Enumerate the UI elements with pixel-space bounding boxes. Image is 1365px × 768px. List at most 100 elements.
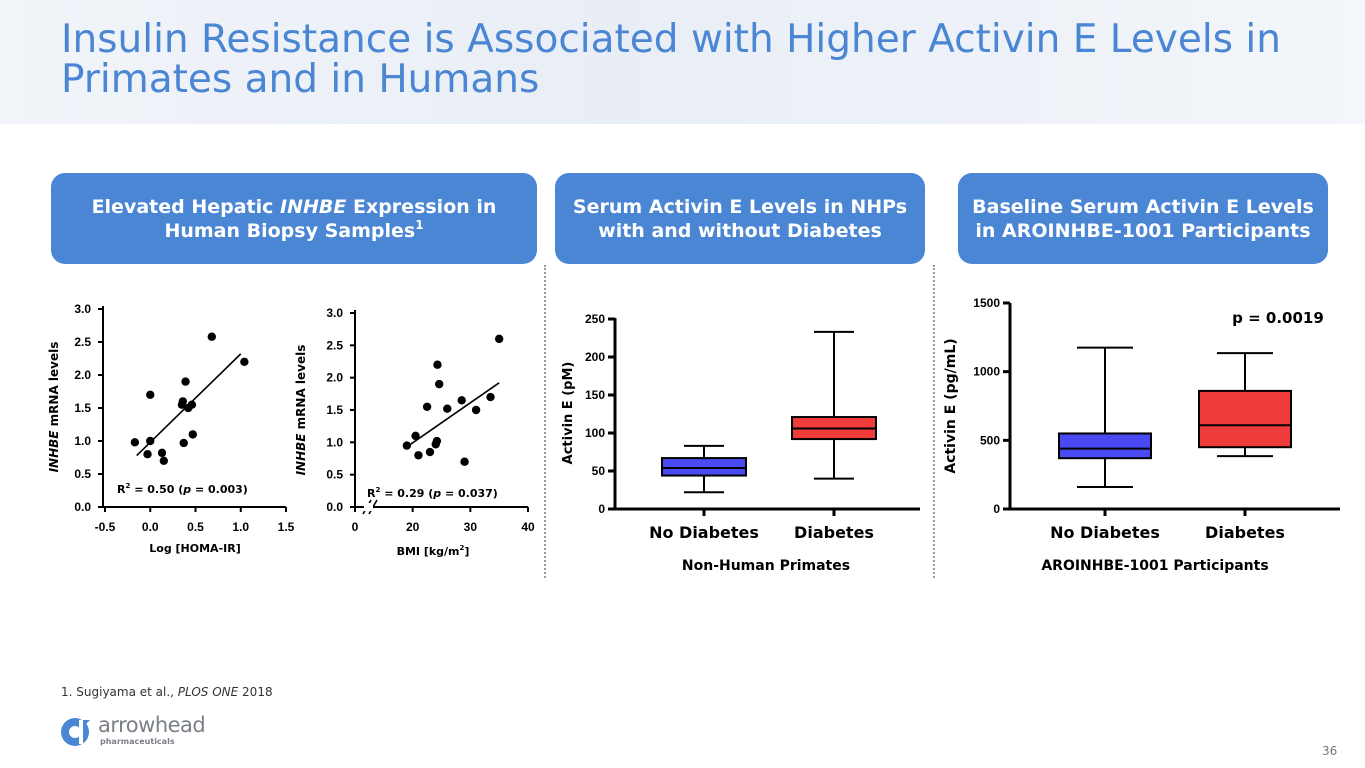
panel-header-aroinhbe: Baseline Serum Activin E Levels in AROIN…	[958, 173, 1328, 264]
box-iqr	[1058, 432, 1152, 460]
y-tick-label: 2.5	[326, 338, 343, 352]
panel-header-inhbe: Elevated Hepatic INHBE Expression in Hum…	[51, 173, 537, 264]
data-point	[187, 400, 197, 409]
data-point	[402, 441, 412, 450]
header-band	[0, 0, 1365, 124]
y-tick-label: 1500	[973, 296, 1000, 310]
x-tick-label: 0	[352, 520, 359, 534]
x-tick-label: -0.5	[95, 520, 116, 534]
y-tick-label: 1.5	[326, 403, 343, 417]
data-point	[434, 379, 444, 389]
logo-mark-icon	[61, 718, 90, 746]
data-point	[159, 456, 169, 465]
data-point	[457, 396, 466, 405]
data-point	[486, 392, 495, 402]
x-tick-label: 20	[406, 520, 420, 534]
data-point	[181, 377, 190, 386]
box-chart-nhp: 0 50 100 150 200 250 No Diabetes Diabetes Activ…	[561, 312, 920, 574]
y-tick-label: 1.5	[74, 401, 91, 415]
r2-annotation: R2 = 0.50 (p = 0.003)	[117, 482, 248, 496]
data-point	[179, 438, 188, 448]
page-number: 36	[1322, 744, 1338, 758]
data-point	[422, 402, 432, 411]
y-axis-label: Activin E (pg/mL)	[943, 338, 959, 473]
y-tick-label: 250	[585, 312, 605, 326]
y-tick-label: 50	[592, 464, 606, 478]
data-point	[157, 448, 167, 458]
y-tick-label: 0.0	[326, 500, 343, 514]
y-tick-label: 2.0	[74, 368, 91, 382]
data-point	[130, 438, 140, 447]
y-tick-label: 2.5	[74, 335, 91, 349]
logo-wordmark: arrowhead	[98, 713, 206, 737]
panel-header-text: Elevated Hepatic INHBE Expression in Hum…	[84, 195, 504, 243]
footnote-year: 2018	[238, 685, 273, 699]
panel-header-text-1: Elevated Hepatic	[91, 195, 281, 218]
y-axis-label: INHBE mRNA levels	[294, 345, 308, 476]
data-point	[146, 436, 155, 446]
data-point	[443, 404, 452, 413]
panel-header-text: Serum Activin E Levels in NHPs with and …	[572, 195, 908, 242]
panel-header-text: Baseline Serum Activin E Levels in AROIN…	[972, 195, 1314, 242]
y-tick-label: 0	[598, 502, 605, 516]
footnote-text: 1. Sugiyama et al.,	[61, 685, 178, 699]
y-tick-label: 0.5	[326, 468, 343, 482]
data-point	[432, 436, 442, 446]
divider-1	[544, 265, 546, 578]
company-logo: arrowhead pharmaceuticals	[60, 713, 210, 748]
data-point	[146, 390, 155, 399]
x-axis-label: Non-Human Primates	[682, 558, 850, 574]
y-tick-label: 200	[585, 350, 605, 364]
x-tick-label: No Diabetes	[649, 523, 759, 542]
x-tick-label: 40	[521, 520, 535, 534]
scatter-chart-homa: -0.5 0.0 0.5 1.0 1.5 0.0 0.5 1.0 1.5 2.0 2.5 3.0 IN…	[47, 302, 295, 555]
box-iqr	[1198, 389, 1292, 449]
y-tick-label: 2.0	[326, 371, 343, 385]
x-tick-label: 1.5	[278, 520, 295, 534]
x-tick-label: 0.5	[187, 520, 204, 534]
data-point	[460, 457, 469, 466]
panel-header-italic: INHBE	[280, 195, 347, 218]
y-tick-label: 0.5	[74, 467, 91, 481]
data-point	[471, 405, 481, 415]
y-tick-label: 1000	[973, 365, 1000, 379]
data-point	[240, 357, 249, 366]
x-tick-label: No Diabetes	[1050, 523, 1160, 542]
x-tick-label: 1.0	[232, 520, 249, 534]
footnote: 1. Sugiyama et al., PLOS ONE 2018	[61, 685, 273, 699]
footnote-journal: PLOS ONE	[177, 685, 239, 699]
logo-subtitle: pharmaceuticals	[100, 737, 175, 746]
data-point	[425, 447, 435, 457]
p-value-annotation: p = 0.0019	[1232, 309, 1324, 327]
y-tick-label: 500	[980, 433, 1000, 447]
data-point	[414, 451, 423, 460]
panel-header-text-2: Expression in Human Biopsy Samples	[164, 195, 497, 242]
x-tick-label: 0.0	[142, 520, 159, 534]
y-tick-label: 100	[585, 426, 605, 440]
y-axis-label: Activin E (pM)	[561, 362, 576, 465]
box-iqr	[661, 457, 747, 477]
divider-2	[933, 265, 935, 578]
y-tick-label: 150	[585, 388, 605, 402]
data-point	[178, 397, 188, 406]
x-tick-label: 30	[464, 520, 478, 534]
x-axis-label: BMI [kg/m2]	[397, 544, 470, 558]
data-point	[188, 430, 197, 439]
data-point	[494, 334, 504, 344]
y-tick-label: 3.0	[74, 302, 91, 316]
y-tick-label: 1.0	[326, 435, 343, 449]
x-tick-label: Diabetes	[1205, 523, 1285, 542]
footnote-ref: 1	[415, 217, 424, 232]
data-point	[143, 450, 152, 459]
y-tick-label: 0.0	[74, 500, 91, 514]
y-tick-label: 1.0	[74, 434, 91, 448]
y-tick-label: 0	[993, 502, 1000, 516]
regression-line	[403, 382, 500, 450]
axis-break-mark	[362, 499, 378, 515]
data-point	[433, 360, 442, 369]
y-tick-label: 3.0	[326, 306, 343, 320]
panel-header-nhp: Serum Activin E Levels in NHPs with and …	[555, 173, 925, 264]
r2-annotation: R2 = 0.29 (p = 0.037)	[367, 486, 498, 500]
page-title: Insulin Resistance is Associated with Hi…	[61, 17, 1281, 102]
x-tick-label: Diabetes	[794, 523, 874, 542]
